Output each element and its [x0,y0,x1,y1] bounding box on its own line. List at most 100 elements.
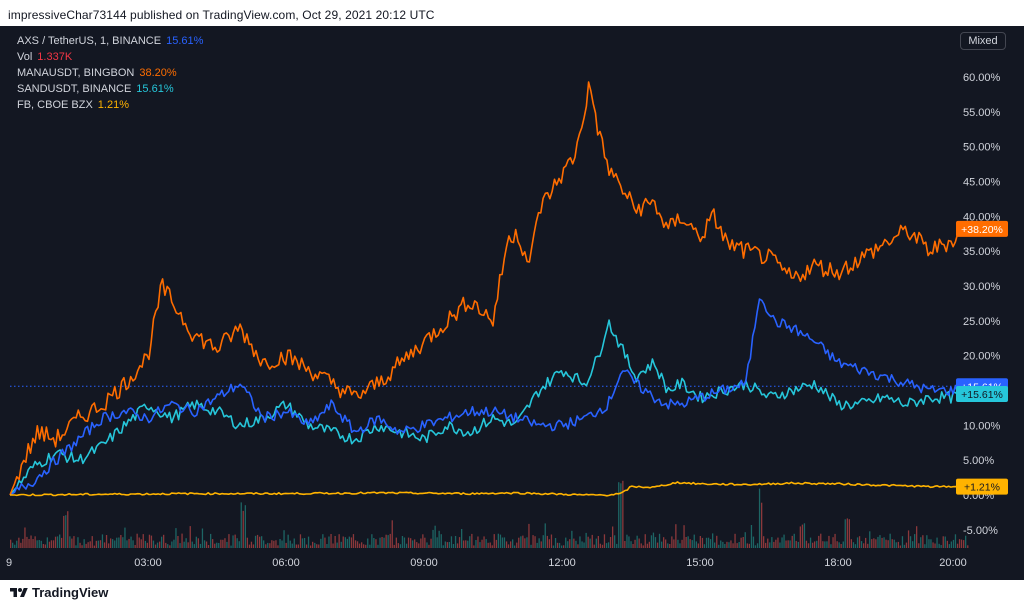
volume-bar [448,542,450,548]
volume-bar [126,540,128,548]
volume-bar [12,542,14,548]
volume-bar [271,540,273,548]
volume-bar [183,541,185,548]
volume-bar [754,545,757,548]
volume-bar [471,533,473,548]
volume-bar [354,540,357,548]
volume-bar [450,536,453,548]
y-tick-label: 60.00% [963,72,1001,84]
volume-bar [867,543,869,548]
volume-bar [644,534,646,548]
volume-bar [273,540,275,548]
volume-bar [150,535,153,548]
volume-bar [108,543,110,548]
volume-bar [571,530,573,548]
volume-bar [799,526,801,548]
volume-bar [510,541,512,548]
volume-bar [432,529,434,548]
volume-bar [671,536,673,548]
x-tick-label: 03:00 [134,557,162,569]
legend-row-sand[interactable]: SANDUSDT, BINANCE 15.61% [17,83,174,95]
volume-bar [899,545,901,548]
volume-bar [24,527,26,548]
volume-bar [358,543,361,548]
price-tag-box [956,478,1008,495]
volume-bar [599,543,601,548]
scale-mode-button[interactable]: Mixed [960,32,1006,50]
legend-label: SANDUSDT, BINANCE [17,83,132,95]
price-tag: +38.20% [956,220,1008,237]
volume-bar [714,542,716,548]
volume-bar [750,525,753,548]
volume-bar [565,537,567,548]
volume-bar [850,539,852,548]
volume-bar [642,545,644,548]
volume-bar [163,534,165,548]
volume-bar [640,543,642,548]
volume-bar [201,528,204,548]
volume-bar [344,537,346,548]
volume-bar [858,536,861,548]
volume-bar [540,541,542,548]
volume-bar [395,537,397,548]
volume-bar [46,537,48,548]
volume-bar [663,537,665,548]
volume-bar [536,542,538,548]
volume-bar [267,542,269,548]
volume-bar [220,539,222,548]
volume-bar [581,541,583,548]
volume-bar [836,541,838,548]
volume-bar [548,539,550,548]
volume-bar [181,533,183,548]
tradingview-brand[interactable]: TradingView [32,585,109,600]
volume-bar [238,541,240,548]
volume-bar [846,518,848,548]
volume-bar [916,526,918,548]
y-tick-label: 20.00% [963,351,1001,363]
volume-bar [530,544,532,548]
volume-bar [305,544,308,548]
volume-bar [722,541,724,548]
legend-row-volume[interactable]: Vol 1.337K [17,51,72,63]
legend-row-fb[interactable]: FB, CBOE BZX 1.21% [17,99,129,111]
tradingview-logo-icon[interactable] [10,585,28,601]
volume-bar [44,544,46,548]
legend-label: AXS / TetherUS, 1, BINANCE [17,35,162,47]
volume-bar [205,541,208,548]
volume-bar [365,544,367,548]
volume-bar [701,537,704,548]
volume-bar [40,540,42,548]
volume-bar [144,540,146,548]
volume-bar [487,542,489,548]
volume-bar [656,542,659,548]
y-tick-label: 55.00% [963,107,1001,119]
legend-value: 1.337K [37,51,73,63]
volume-bar [326,544,328,548]
volume-bar [314,542,316,548]
volume-bar [430,538,432,548]
volume-bar [901,536,904,548]
legend-row-mana[interactable]: MANAUSDT, BINGBON 38.20% [17,67,177,79]
volume-bar [873,538,875,548]
legend-row-axs[interactable]: AXS / TetherUS, 1, BINANCE 15.61% [17,35,203,47]
volume-bar [189,526,191,548]
price-tag-text: +38.20% [961,224,1003,236]
chart-canvas[interactable]: 60.00% 55.00% 50.00% 45.00% 40.00% 35.00% 30.0… [0,26,1024,580]
volume-bar [777,537,779,548]
volume-bar [775,539,777,548]
volume-bar [609,537,612,548]
volume-bar [881,537,883,548]
volume-bar [361,542,363,548]
chart-panel[interactable]: 60.00% 55.00% 50.00% 45.00% 40.00% 35.00% 30.0… [0,26,1024,580]
volume-bar [801,524,804,548]
volume-bar [607,542,610,548]
volume-bar [363,544,365,548]
volume-bar [744,532,746,548]
volume-bar [81,545,83,548]
volume-bar [863,543,865,548]
volume-bar [697,543,699,548]
volume-bar [812,542,814,548]
legend-value: 38.20% [139,67,177,79]
volume-bar [128,538,130,548]
volume-bar [312,541,314,548]
